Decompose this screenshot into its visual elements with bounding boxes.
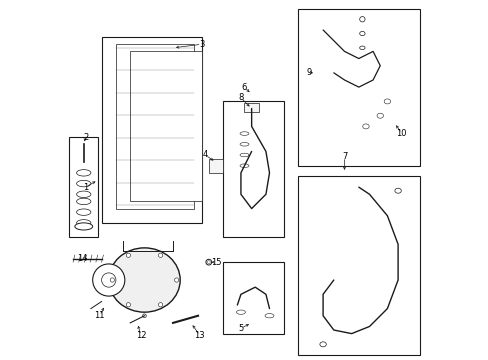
Ellipse shape — [319, 342, 325, 347]
Ellipse shape — [240, 132, 248, 135]
Bar — [223, 102, 283, 237]
Ellipse shape — [77, 209, 91, 215]
Ellipse shape — [142, 314, 146, 318]
Text: 9: 9 — [305, 68, 311, 77]
Text: 7: 7 — [341, 152, 346, 161]
Ellipse shape — [75, 223, 93, 230]
Ellipse shape — [93, 264, 124, 296]
Ellipse shape — [77, 220, 91, 226]
Text: 11: 11 — [94, 311, 105, 320]
Ellipse shape — [240, 153, 248, 157]
Bar — [298, 176, 419, 355]
Ellipse shape — [384, 99, 390, 104]
Ellipse shape — [362, 124, 368, 129]
Ellipse shape — [77, 170, 91, 176]
Text: 2: 2 — [83, 132, 88, 141]
Ellipse shape — [240, 164, 248, 167]
Text: 8: 8 — [238, 93, 243, 102]
Ellipse shape — [394, 188, 401, 193]
Text: 4: 4 — [202, 150, 207, 159]
Ellipse shape — [359, 46, 365, 50]
Ellipse shape — [77, 198, 91, 204]
Ellipse shape — [236, 310, 245, 314]
Ellipse shape — [264, 314, 273, 318]
Bar — [69, 137, 98, 237]
Text: 3: 3 — [199, 40, 204, 49]
Ellipse shape — [359, 17, 365, 22]
Bar — [223, 262, 283, 334]
Ellipse shape — [174, 278, 179, 282]
Bar — [130, 51, 201, 202]
Ellipse shape — [158, 253, 163, 257]
Bar — [298, 9, 419, 166]
Ellipse shape — [77, 191, 91, 198]
Ellipse shape — [240, 143, 248, 146]
Ellipse shape — [108, 248, 180, 312]
Ellipse shape — [158, 303, 163, 307]
Text: 15: 15 — [210, 258, 221, 267]
Ellipse shape — [110, 278, 114, 282]
Bar — [116, 44, 194, 208]
Ellipse shape — [77, 180, 91, 187]
Ellipse shape — [205, 259, 211, 265]
Ellipse shape — [102, 273, 116, 287]
Ellipse shape — [207, 261, 210, 264]
Ellipse shape — [126, 303, 130, 307]
Ellipse shape — [376, 113, 383, 118]
Text: 12: 12 — [135, 331, 146, 340]
Text: 1: 1 — [83, 183, 88, 192]
Bar — [244, 103, 258, 112]
Text: 10: 10 — [396, 129, 406, 138]
Text: 5: 5 — [238, 324, 243, 333]
Text: 13: 13 — [194, 331, 205, 340]
Bar — [102, 37, 201, 223]
Ellipse shape — [359, 31, 365, 36]
Text: 6: 6 — [242, 83, 246, 92]
Ellipse shape — [126, 253, 130, 257]
Bar — [208, 158, 223, 173]
Text: 14: 14 — [77, 254, 87, 263]
